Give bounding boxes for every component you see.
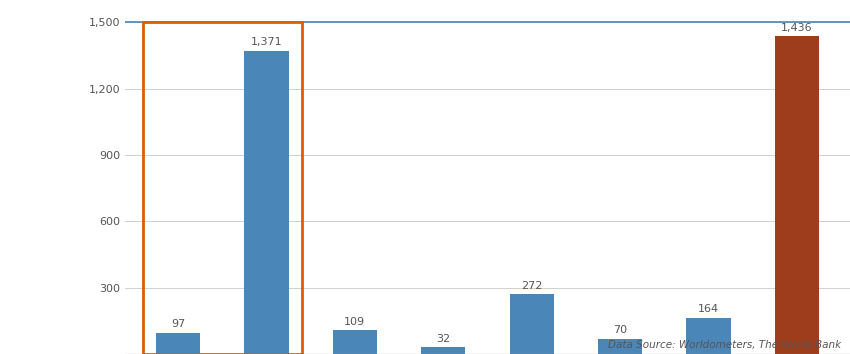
Bar <box>422 347 466 354</box>
Text: 1,371: 1,371 <box>251 38 282 47</box>
Text: 272: 272 <box>521 280 542 291</box>
Bar <box>244 51 288 354</box>
Bar <box>775 36 819 354</box>
Bar <box>143 22 302 354</box>
Bar <box>510 294 554 354</box>
Bar <box>332 330 377 354</box>
Text: Data Source: Worldometers, The World Bank: Data Source: Worldometers, The World Ban… <box>609 341 842 350</box>
Text: Population: Population <box>12 168 113 186</box>
Text: 32: 32 <box>436 333 450 344</box>
Bar <box>687 318 731 354</box>
Text: 1,436: 1,436 <box>781 23 813 33</box>
Text: 164: 164 <box>698 304 719 314</box>
Bar <box>598 338 643 354</box>
Text: 109: 109 <box>344 316 366 326</box>
Bar <box>156 332 200 354</box>
Text: 70: 70 <box>613 325 627 335</box>
Text: 97: 97 <box>171 319 185 329</box>
